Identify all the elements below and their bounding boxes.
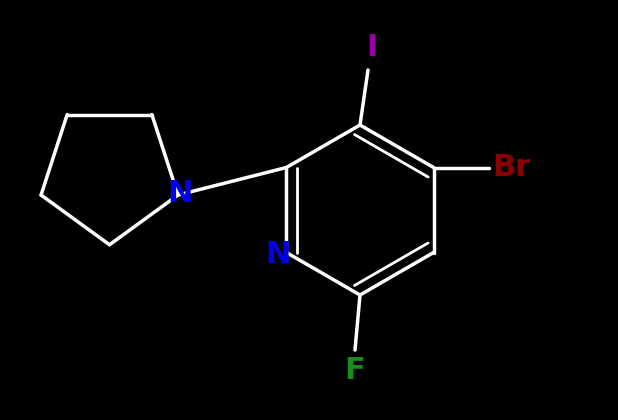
Text: F: F (345, 356, 365, 385)
Text: I: I (366, 33, 378, 62)
Text: N: N (167, 178, 193, 207)
Text: Br: Br (493, 153, 531, 182)
Text: N: N (266, 240, 291, 269)
